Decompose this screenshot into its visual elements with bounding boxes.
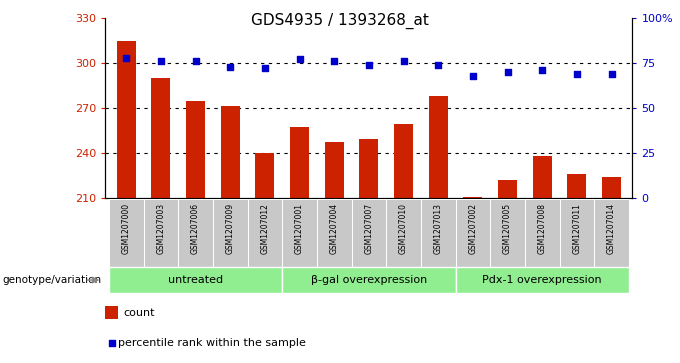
Point xyxy=(294,57,305,62)
Text: GSM1207003: GSM1207003 xyxy=(156,203,165,254)
Bar xyxy=(256,153,275,198)
Bar xyxy=(532,156,551,198)
Text: Pdx-1 overexpression: Pdx-1 overexpression xyxy=(482,275,602,285)
Bar xyxy=(490,199,525,267)
Text: GSM1207013: GSM1207013 xyxy=(434,203,443,254)
Bar xyxy=(152,78,171,198)
Bar xyxy=(456,267,629,293)
Bar xyxy=(602,177,621,198)
Point xyxy=(398,58,409,64)
Bar xyxy=(109,199,143,267)
Point xyxy=(106,340,117,346)
Point xyxy=(537,68,547,73)
Point xyxy=(156,58,167,64)
Point xyxy=(571,71,582,77)
Bar xyxy=(282,199,317,267)
Bar xyxy=(248,199,282,267)
Text: GSM1207011: GSM1207011 xyxy=(573,203,581,254)
Bar xyxy=(290,127,309,198)
Bar xyxy=(567,174,586,198)
Bar xyxy=(594,199,629,267)
Point xyxy=(467,73,478,78)
Bar xyxy=(324,142,344,198)
Bar xyxy=(560,199,594,267)
Bar xyxy=(421,199,456,267)
Point xyxy=(363,62,374,68)
Bar xyxy=(317,199,352,267)
Point xyxy=(225,64,236,70)
Text: GDS4935 / 1393268_at: GDS4935 / 1393268_at xyxy=(251,13,429,29)
Text: GSM1207012: GSM1207012 xyxy=(260,203,269,254)
Bar xyxy=(359,139,379,198)
Bar xyxy=(428,96,447,198)
Text: GSM1207009: GSM1207009 xyxy=(226,203,235,254)
Text: GSM1207002: GSM1207002 xyxy=(469,203,477,254)
Bar xyxy=(394,125,413,198)
Bar xyxy=(186,101,205,198)
Text: β-gal overexpression: β-gal overexpression xyxy=(311,275,427,285)
Text: GSM1207005: GSM1207005 xyxy=(503,203,512,254)
Bar xyxy=(109,267,282,293)
Bar xyxy=(117,41,136,198)
Text: GSM1207001: GSM1207001 xyxy=(295,203,304,254)
Point xyxy=(329,58,340,64)
Text: GSM1207010: GSM1207010 xyxy=(399,203,408,254)
Bar xyxy=(463,197,482,198)
Text: untreated: untreated xyxy=(168,275,223,285)
Bar xyxy=(213,199,248,267)
Bar xyxy=(352,199,386,267)
Text: count: count xyxy=(123,307,154,318)
Point xyxy=(502,69,513,75)
Text: GSM1207008: GSM1207008 xyxy=(538,203,547,254)
Point xyxy=(606,71,617,77)
Bar xyxy=(498,180,517,198)
Bar xyxy=(143,199,178,267)
Bar xyxy=(525,199,560,267)
Text: genotype/variation: genotype/variation xyxy=(2,274,101,285)
Bar xyxy=(386,199,421,267)
Bar xyxy=(282,267,456,293)
Point xyxy=(432,62,443,68)
Text: GSM1207006: GSM1207006 xyxy=(191,203,200,254)
Text: GSM1207007: GSM1207007 xyxy=(364,203,373,254)
Text: GSM1207014: GSM1207014 xyxy=(607,203,616,254)
Bar xyxy=(178,199,213,267)
Bar xyxy=(456,199,490,267)
Text: GSM1207000: GSM1207000 xyxy=(122,203,131,254)
Point xyxy=(260,66,271,72)
Text: GSM1207004: GSM1207004 xyxy=(330,203,339,254)
Text: percentile rank within the sample: percentile rank within the sample xyxy=(118,338,305,348)
Point xyxy=(121,55,132,61)
Point xyxy=(190,58,201,64)
Bar xyxy=(221,106,240,198)
